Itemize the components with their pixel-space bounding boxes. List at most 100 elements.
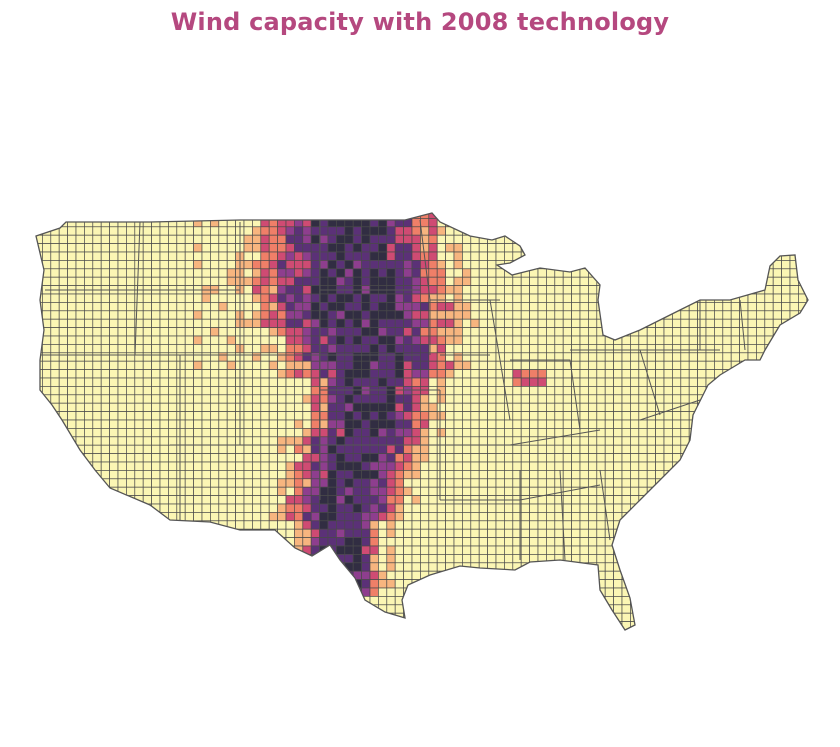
grid-cell bbox=[403, 436, 413, 446]
grid-cell bbox=[680, 512, 690, 522]
grid-cell bbox=[361, 386, 371, 396]
grid-cell bbox=[100, 402, 110, 412]
grid-cell bbox=[252, 268, 262, 278]
grid-cell bbox=[58, 587, 68, 597]
grid-cell bbox=[193, 453, 203, 463]
grid-cell bbox=[168, 428, 178, 438]
grid-cell bbox=[747, 218, 757, 228]
grid-cell bbox=[436, 428, 446, 438]
grid-cell bbox=[285, 621, 295, 630]
grid-cell bbox=[67, 470, 77, 480]
grid-cell bbox=[411, 302, 421, 312]
grid-cell bbox=[277, 310, 287, 320]
grid-cell bbox=[168, 260, 178, 270]
grid-cell bbox=[285, 302, 295, 312]
grid-cell bbox=[638, 453, 648, 463]
grid-cell bbox=[75, 402, 85, 412]
grid-cell bbox=[227, 638, 235, 646]
grid-cell bbox=[36, 503, 43, 513]
grid-cell bbox=[722, 520, 732, 530]
grid-cell bbox=[638, 243, 648, 253]
grid-cell bbox=[546, 579, 556, 589]
grid-cell bbox=[394, 579, 404, 589]
grid-cell bbox=[226, 587, 236, 597]
grid-cell bbox=[495, 394, 505, 404]
grid-cell bbox=[411, 604, 421, 614]
grid-cell bbox=[285, 243, 295, 253]
grid-cell bbox=[117, 444, 127, 454]
grid-cell bbox=[806, 495, 808, 505]
grid-cell bbox=[310, 213, 320, 219]
grid-cell bbox=[638, 335, 648, 345]
grid-cell bbox=[394, 520, 404, 530]
grid-cell bbox=[134, 545, 144, 555]
grid-cell bbox=[588, 335, 598, 345]
grid-cell bbox=[739, 318, 749, 328]
grid-cell bbox=[210, 470, 220, 480]
grid-cell bbox=[84, 243, 94, 253]
grid-cell bbox=[588, 218, 598, 228]
grid-cell bbox=[310, 486, 320, 496]
grid-cell bbox=[470, 327, 480, 337]
grid-cell bbox=[126, 268, 136, 278]
grid-cell bbox=[319, 276, 329, 286]
grid-cell bbox=[260, 596, 270, 606]
grid-cell bbox=[277, 562, 287, 572]
grid-cell bbox=[50, 394, 60, 404]
grid-cell bbox=[50, 528, 60, 538]
grid-cell bbox=[244, 638, 252, 646]
state-border bbox=[489, 299, 511, 421]
grid-cell bbox=[252, 293, 262, 303]
grid-cell bbox=[243, 486, 253, 496]
grid-cell bbox=[302, 352, 312, 362]
grid-cell bbox=[226, 213, 236, 219]
grid-cell bbox=[226, 318, 236, 328]
grid-cell bbox=[680, 612, 690, 622]
grid-cell bbox=[268, 579, 278, 589]
grid-cell bbox=[747, 612, 757, 622]
grid-cell bbox=[92, 344, 102, 354]
grid-cell bbox=[277, 554, 287, 564]
grid-cell bbox=[579, 419, 589, 429]
grid-cell bbox=[201, 310, 211, 320]
grid-cell bbox=[201, 344, 211, 354]
grid-cell bbox=[151, 512, 161, 522]
grid-cell bbox=[537, 528, 547, 538]
grid-cell bbox=[537, 335, 547, 345]
grid-cell bbox=[638, 612, 648, 622]
grid-cell bbox=[226, 327, 236, 337]
grid-cell bbox=[58, 260, 68, 270]
grid-cell bbox=[235, 570, 245, 580]
grid-cell bbox=[495, 218, 505, 228]
grid-cell bbox=[193, 512, 203, 522]
grid-cell bbox=[529, 419, 539, 429]
grid-cell bbox=[714, 461, 724, 471]
grid-cell bbox=[100, 327, 110, 337]
grid-cell bbox=[277, 495, 287, 505]
grid-cell bbox=[100, 419, 110, 429]
grid-cell bbox=[285, 268, 295, 278]
grid-cell bbox=[756, 495, 766, 505]
grid-cell bbox=[411, 234, 421, 244]
grid-cell bbox=[50, 470, 60, 480]
grid-cell bbox=[193, 335, 203, 345]
grid-cell bbox=[730, 234, 740, 244]
grid-cell bbox=[36, 528, 43, 538]
grid-cell bbox=[546, 570, 556, 580]
grid-cell bbox=[176, 260, 186, 270]
grid-cell bbox=[436, 436, 446, 446]
grid-cell bbox=[117, 302, 127, 312]
grid-cell bbox=[554, 386, 564, 396]
grid-cell bbox=[184, 302, 194, 312]
grid-cell bbox=[688, 528, 698, 538]
grid-cell bbox=[781, 570, 791, 580]
grid-cell bbox=[747, 226, 757, 236]
grid-cell bbox=[243, 335, 253, 345]
grid-cell bbox=[226, 545, 236, 555]
grid-cell bbox=[67, 512, 77, 522]
grid-cell bbox=[756, 218, 766, 228]
grid-cell bbox=[806, 234, 808, 244]
grid-cell bbox=[655, 621, 665, 630]
grid-cell bbox=[697, 276, 707, 286]
grid-cell bbox=[621, 243, 631, 253]
